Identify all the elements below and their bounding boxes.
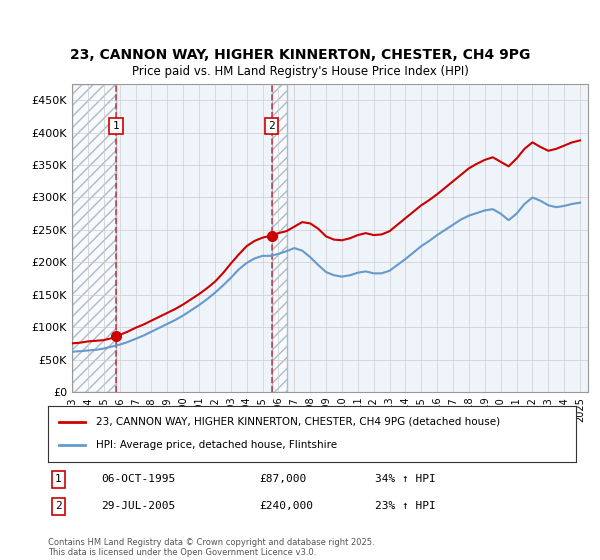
Text: 23, CANNON WAY, HIGHER KINNERTON, CHESTER, CH4 9PG (detached house): 23, CANNON WAY, HIGHER KINNERTON, CHESTE… (95, 417, 500, 427)
Text: 1: 1 (55, 474, 62, 484)
Text: 2: 2 (268, 121, 275, 131)
Text: 34% ↑ HPI: 34% ↑ HPI (376, 474, 436, 484)
Bar (72, 84, 116, 392)
Text: 2: 2 (55, 501, 62, 511)
Text: £240,000: £240,000 (259, 501, 313, 511)
Bar (272, 84, 287, 392)
Text: HPI: Average price, detached house, Flintshire: HPI: Average price, detached house, Flin… (95, 440, 337, 450)
Text: 06-OCT-1995: 06-OCT-1995 (101, 474, 175, 484)
Text: £87,000: £87,000 (259, 474, 307, 484)
Text: 29-JUL-2005: 29-JUL-2005 (101, 501, 175, 511)
Text: 23% ↑ HPI: 23% ↑ HPI (376, 501, 436, 511)
Text: Price paid vs. HM Land Registry's House Price Index (HPI): Price paid vs. HM Land Registry's House … (131, 66, 469, 78)
Text: 1: 1 (113, 121, 119, 131)
Text: 23, CANNON WAY, HIGHER KINNERTON, CHESTER, CH4 9PG: 23, CANNON WAY, HIGHER KINNERTON, CHESTE… (70, 48, 530, 62)
Bar (272, 84, 287, 392)
Bar (72, 84, 116, 392)
Text: Contains HM Land Registry data © Crown copyright and database right 2025.
This d: Contains HM Land Registry data © Crown c… (48, 538, 374, 557)
